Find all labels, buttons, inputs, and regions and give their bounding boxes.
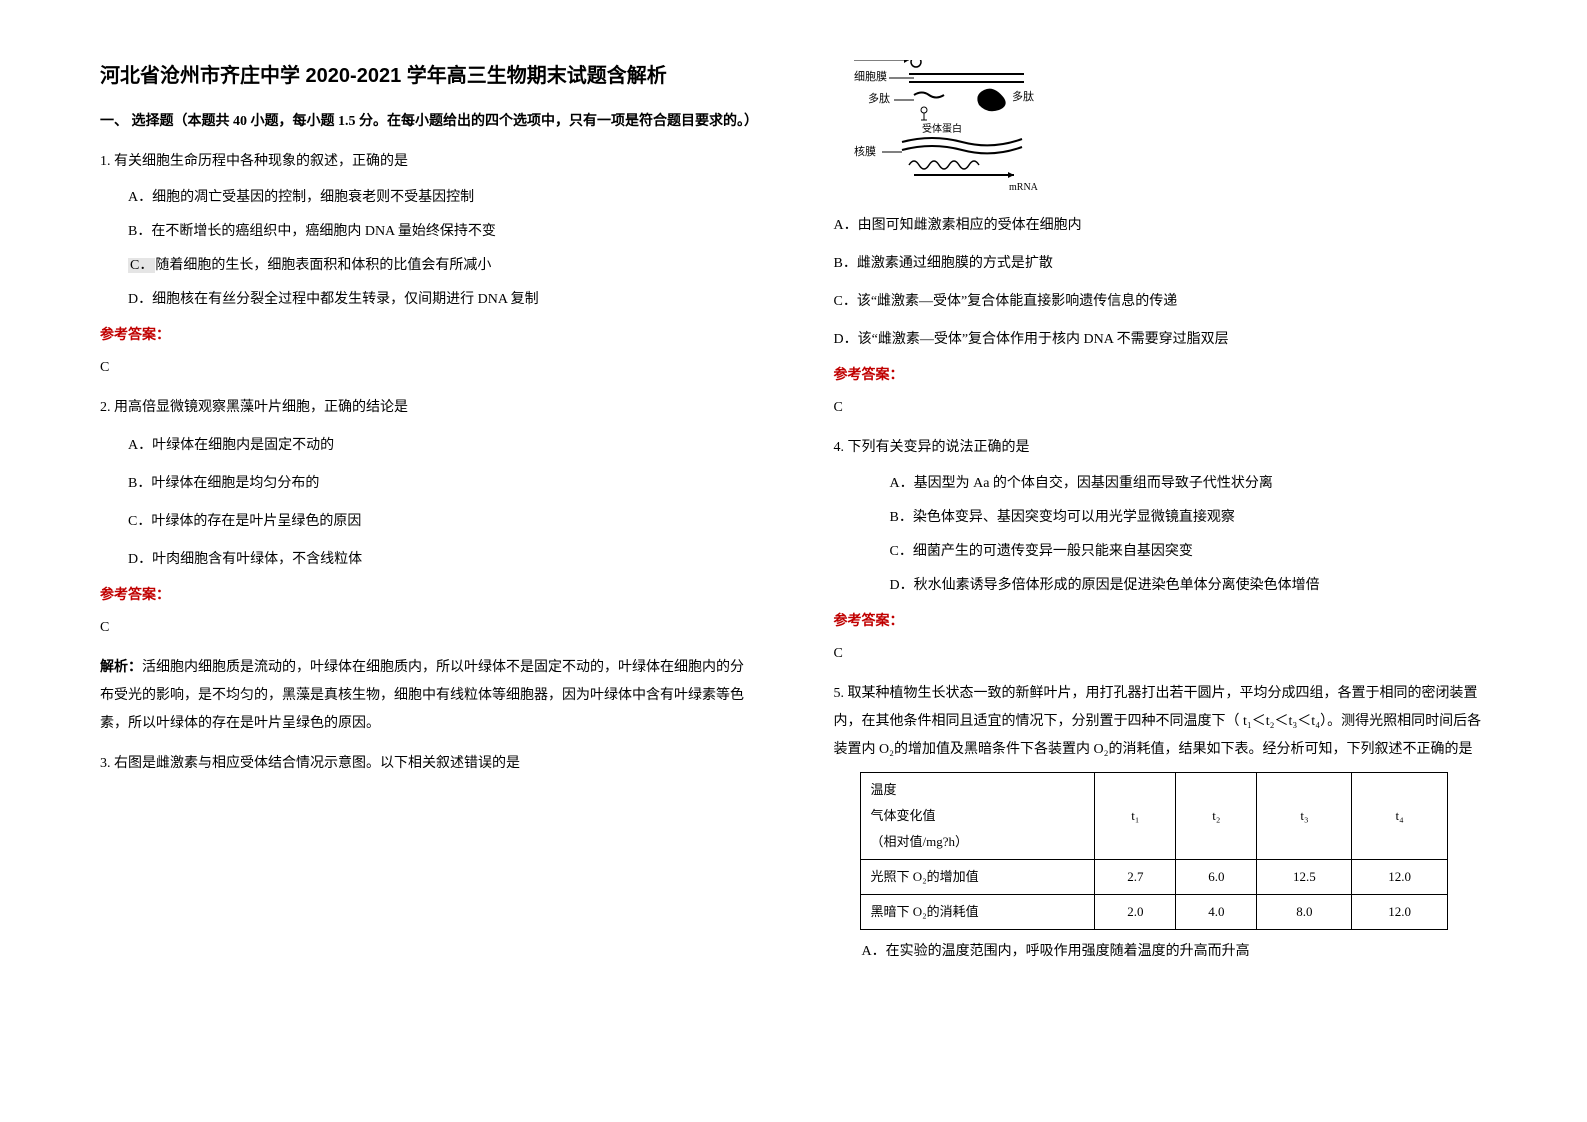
table-row2-v2: 4.0 [1176,895,1257,930]
q5-option-a: A．在实验的温度范围内，呼吸作用强度随着温度的升高而升高 [834,938,1488,966]
table-row2-v3: 8.0 [1257,895,1352,930]
q3-option-b: B．雌激素通过细胞膜的方式是扩散 [834,250,1488,278]
table-row: 光照下 O₂的增加值 2.7 6.0 12.5 12.0 [860,860,1447,895]
section-header: 一、 选择题（本题共 40 小题，每小题 1.5 分。在每小题给出的四个选项中，… [100,108,754,136]
left-column: 河北省沧州市齐庄中学 2020-2021 学年高三生物期末试题含解析 一、 选择… [100,60,754,1062]
question-2: 2. 用高倍显微镜观察黑藻叶片细胞，正确的结论是 A．叶绿体在细胞内是固定不动的… [100,394,754,738]
q2-option-c: C．叶绿体的存在是叶片呈绿色的原因 [100,508,754,536]
question-1: 1. 有关细胞生命历程中各种现象的叙述，正确的是 A．细胞的凋亡受基因的控制，细… [100,148,754,382]
table-col-t2: t₂ [1176,773,1257,860]
diagram-label-poly2: 多肽 [1012,89,1034,103]
table-row1-label: 光照下 O₂的增加值 [860,860,1095,895]
table-row2-v4: 12.0 [1352,895,1447,930]
q1-option-c: C．随着细胞的生长，细胞表面积和体积的比值会有所减小 [100,252,754,280]
q2-explain-text: 活细胞内细胞质是流动的，叶绿体在细胞质内，所以叶绿体不是固定不动的，叶绿体在细胞… [100,660,744,731]
right-column: 信号分子 细胞膜 多肽 受体蛋白 多肽 核膜 mRNA [834,60,1488,1062]
question-3-start: 3. 右图是雌激素与相应受体结合情况示意图。以下相关叙述错误的是 [100,750,754,778]
q4-option-a: A．基因型为 Aa 的个体自交，因基因重组而导致子代性状分离 [834,470,1488,498]
question-5: 5. 取某种植物生长状态一致的新鲜叶片，用打孔器打出若干圆片，平均分成四组，各置… [834,680,1488,966]
diagram-label-poly: 多肽 [868,91,890,105]
q5-data-table: 温度 气体变化值 （相对值/mg?h） t₁ t₂ t₃ t₄ 光照下 O₂的增… [860,772,1448,930]
q3-option-c: C．该“雌激素—受体”复合体能直接影响遗传信息的传递 [834,288,1488,316]
q1-option-b: B．在不断增长的癌组织中，癌细胞内 DNA 量始终保持不变 [100,218,754,246]
q2-answer-label: 参考答案： [100,582,754,610]
question-4: 4. 下列有关变异的说法正确的是 A．基因型为 Aa 的个体自交，因基因重组而导… [834,434,1488,668]
table-header-row: 温度 气体变化值 （相对值/mg?h） t₁ t₂ t₃ t₄ [860,773,1447,860]
question-3-text: 3. 右图是雌激素与相应受体结合情况示意图。以下相关叙述错误的是 [100,750,754,778]
table-row1-v4: 12.0 [1352,860,1447,895]
q2-option-d: D．叶肉细胞含有叶绿体，不含线粒体 [100,546,754,574]
table-col-t4: t₄ [1352,773,1447,860]
table-row1-v3: 12.5 [1257,860,1352,895]
question-1-text: 1. 有关细胞生命历程中各种现象的叙述，正确的是 [100,148,754,176]
diagram-label-receptor: 受体蛋白 [922,122,962,135]
q1-c-prefix: C． [128,258,155,273]
q3-answer-value: C [834,394,1488,422]
q3-answer-label: 参考答案： [834,362,1488,390]
diagram-label-nuclear: 核膜 [854,144,876,158]
page-title: 河北省沧州市齐庄中学 2020-2021 学年高三生物期末试题含解析 [100,60,754,92]
q4-option-d: D．秋水仙素诱导多倍体形成的原因是促进染色单体分离使染色体增倍 [834,572,1488,600]
q3-option-a: A．由图可知雌激素相应的受体在细胞内 [834,212,1488,240]
table-col-t3: t₃ [1257,773,1352,860]
question-2-text: 2. 用高倍显微镜观察黑藻叶片细胞，正确的结论是 [100,394,754,422]
q1-option-d: D．细胞核在有丝分裂全过程中都发生转录，仅间期进行 DNA 复制 [100,286,754,314]
table-row1-v1: 2.7 [1095,860,1176,895]
q2-answer-value: C [100,614,754,642]
table-row2-label: 黑暗下 O₂的消耗值 [860,895,1095,930]
question-3-options: A．由图可知雌激素相应的受体在细胞内 B．雌激素通过细胞膜的方式是扩散 C．该“… [834,212,1488,422]
table-row: 黑暗下 O₂的消耗值 2.0 4.0 8.0 12.0 [860,895,1447,930]
diagram-label-membrane: 细胞膜 [854,70,887,83]
q1-c-text: 随着细胞的生长，细胞表面积和体积的比值会有所减小 [155,258,491,273]
table-header-col: 温度 气体变化值 （相对值/mg?h） [860,773,1095,860]
q2-option-a: A．叶绿体在细胞内是固定不动的 [100,432,754,460]
q2-explain: 解析：活细胞内细胞质是流动的，叶绿体在细胞质内，所以叶绿体不是固定不动的，叶绿体… [100,654,754,738]
q2-explain-label: 解析： [100,660,142,675]
question-4-text: 4. 下列有关变异的说法正确的是 [834,434,1488,462]
q1-answer-label: 参考答案： [100,322,754,350]
q1-answer-value: C [100,354,754,382]
diagram-label-signal: 信号分子 [854,60,898,61]
cell-diagram: 信号分子 细胞膜 多肽 受体蛋白 多肽 核膜 mRNA [854,60,1074,200]
question-5-text: 5. 取某种植物生长状态一致的新鲜叶片，用打孔器打出若干圆片，平均分成四组，各置… [834,680,1488,764]
q2-option-b: B．叶绿体在细胞是均匀分布的 [100,470,754,498]
diagram-label-mrna: mRNA [1009,182,1039,193]
q4-answer-label: 参考答案： [834,608,1488,636]
q1-option-a: A．细胞的凋亡受基因的控制，细胞衰老则不受基因控制 [100,184,754,212]
q3-option-d: D．该“雌激素—受体”复合体作用于核内 DNA 不需要穿过脂双层 [834,326,1488,354]
q4-option-c: C．细菌产生的可遗传变异一般只能来自基因突变 [834,538,1488,566]
q4-answer-value: C [834,640,1488,668]
q4-option-b: B．染色体变异、基因突变均可以用光学显微镜直接观察 [834,504,1488,532]
table-row2-v1: 2.0 [1095,895,1176,930]
table-col-t1: t₁ [1095,773,1176,860]
table-row1-v2: 6.0 [1176,860,1257,895]
